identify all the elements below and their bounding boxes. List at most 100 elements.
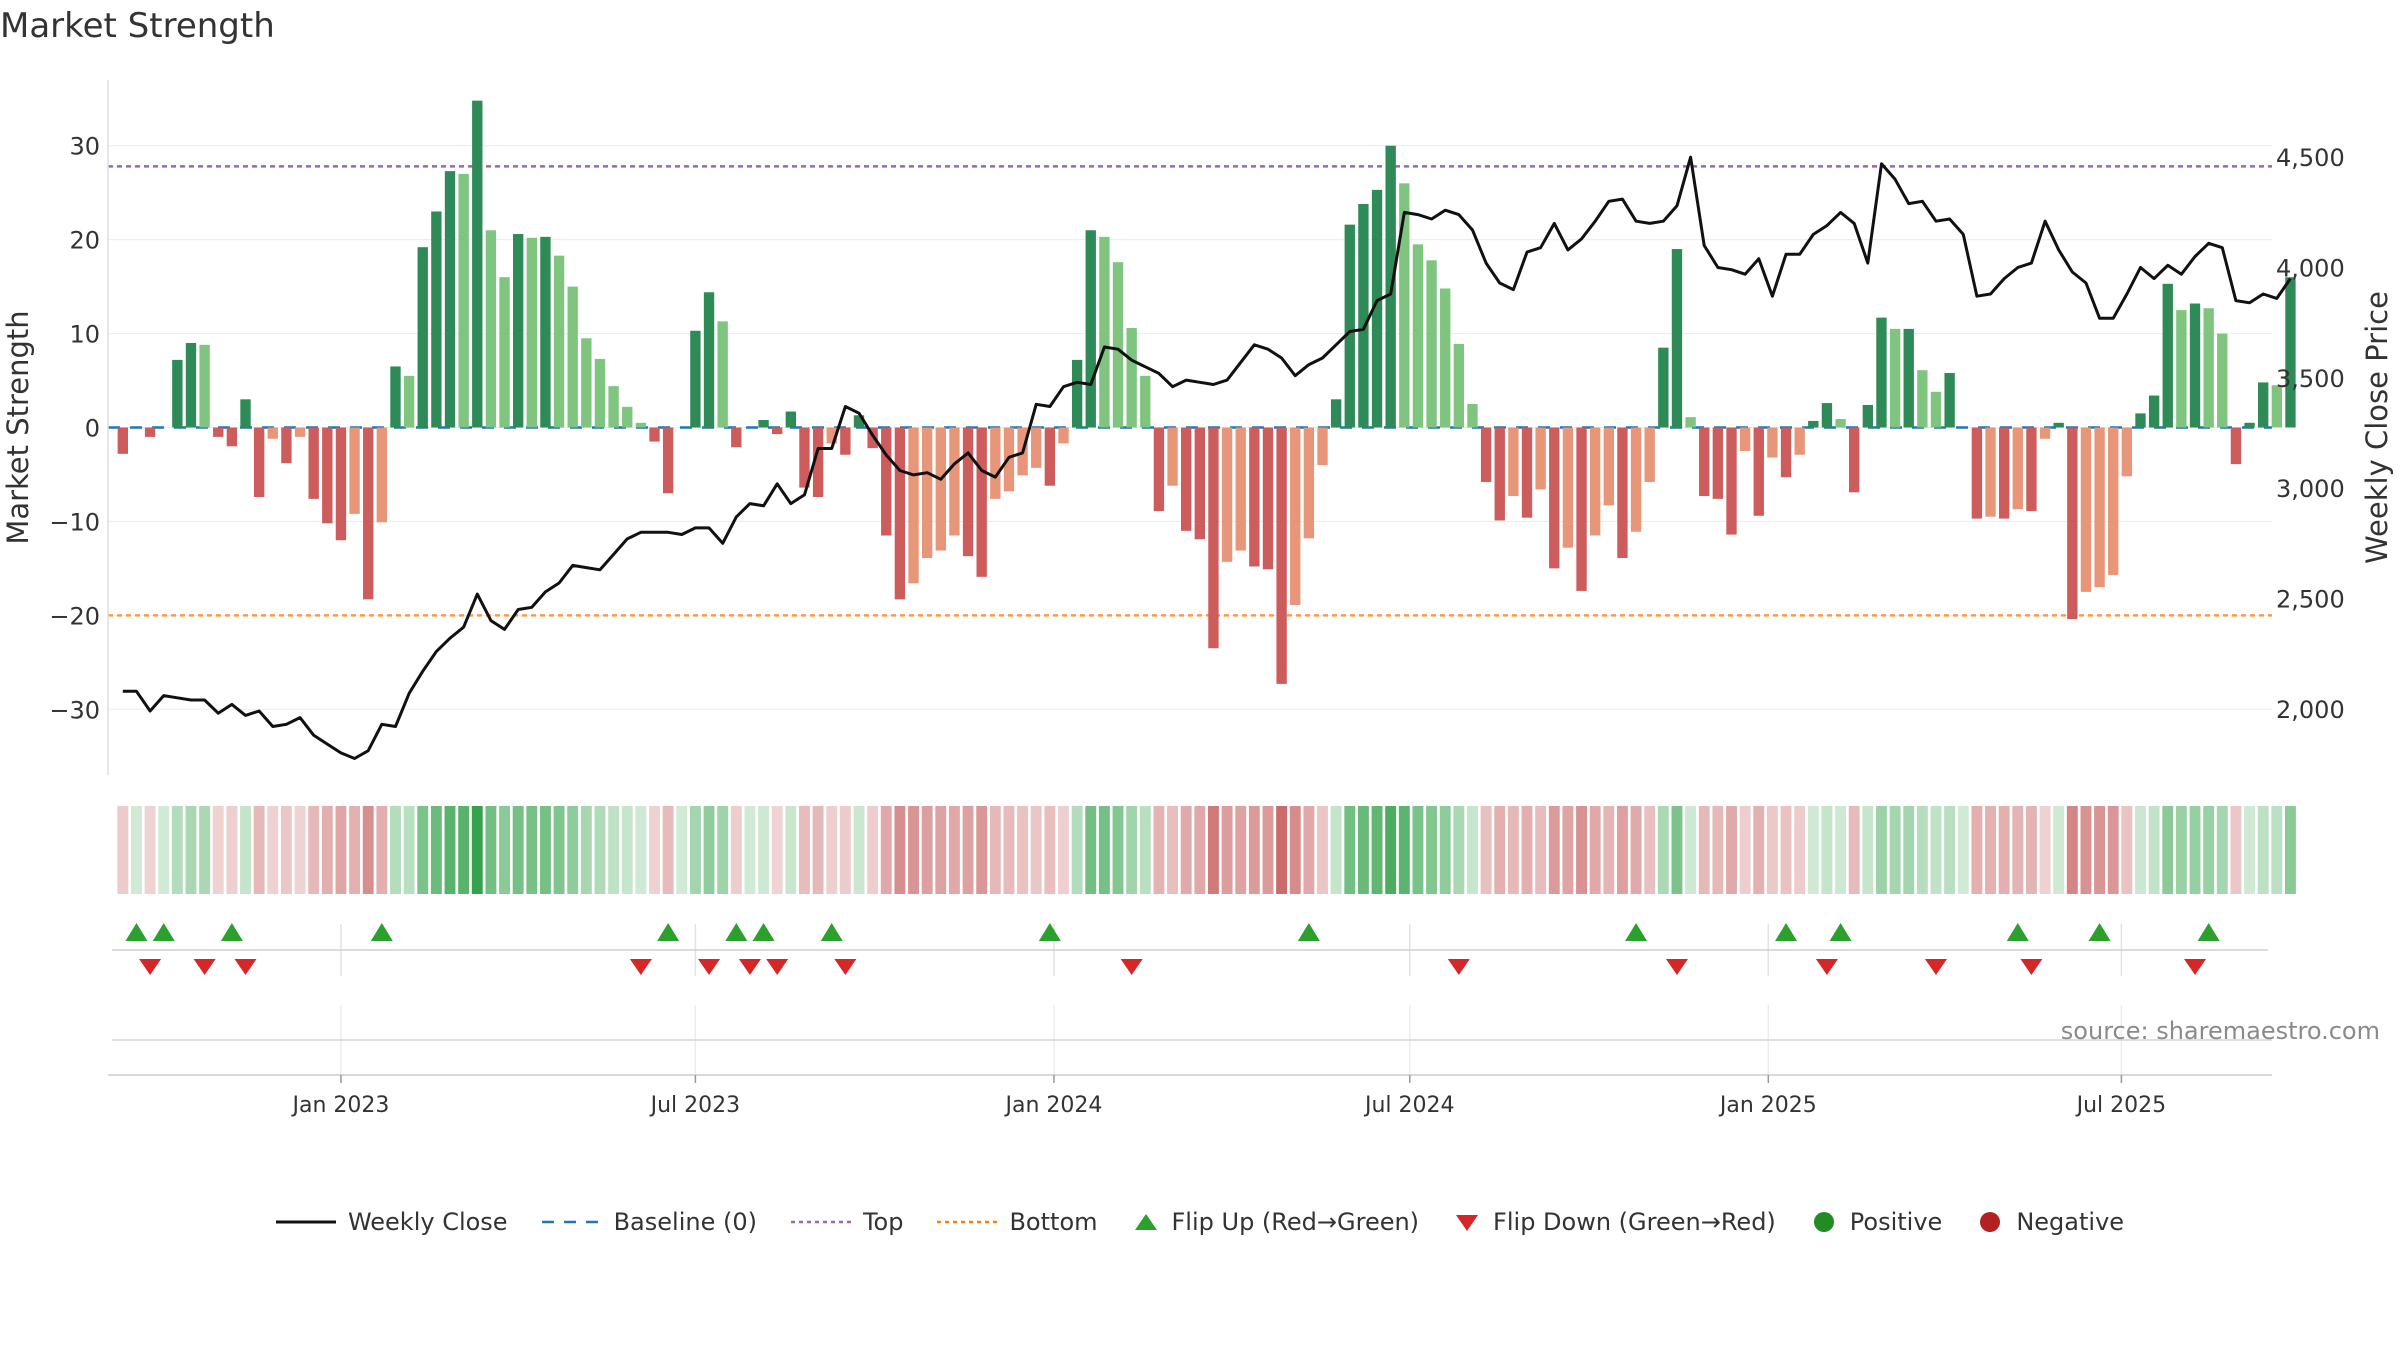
strength-bar	[144, 427, 156, 437]
flip-down-marker	[193, 959, 216, 975]
x-tick-label: Jul 2023	[649, 1093, 741, 1118]
flip-down-marker	[629, 959, 652, 975]
strength-bar	[2053, 422, 2064, 428]
legend-label: Top	[862, 1208, 904, 1236]
x-axis: Jan 2023 Jul 2023 Jan 2024 Jul 2024 Jan 2025…	[108, 1074, 2272, 1118]
heat-cell	[2066, 806, 2078, 894]
strength-bar	[417, 247, 428, 428]
strength-bar	[962, 427, 974, 557]
strength-bar	[1140, 375, 1151, 428]
heat-cell	[1385, 806, 1397, 894]
heat-cell	[839, 806, 851, 894]
heat-cell	[321, 806, 333, 894]
legend-item: Bottom	[937, 1208, 1098, 1236]
legend-item: Flip Down (Green→Red)	[1453, 1208, 1776, 1236]
strength-bar	[717, 321, 728, 428]
flip-up-marker	[657, 923, 680, 941]
strength-bar	[308, 427, 319, 499]
strength-bar	[363, 427, 374, 600]
strength-bar	[2203, 308, 2214, 428]
heat-cell	[1221, 806, 1233, 894]
heat-cell	[349, 806, 361, 894]
heat-cell	[1153, 806, 1165, 894]
strength-bar	[1808, 420, 1819, 428]
heat-cell	[2121, 806, 2133, 894]
heat-cell	[2271, 806, 2283, 894]
heat-cell	[2039, 806, 2051, 894]
strength-bar	[1521, 427, 1533, 518]
heat-cell	[1317, 806, 1328, 894]
solid-line-icon	[275, 1220, 336, 1224]
flip-up-marker	[752, 923, 775, 941]
heat-cell	[2244, 806, 2256, 894]
flip-down-marker	[234, 959, 257, 975]
heat-cell	[948, 806, 960, 894]
strength-bar	[894, 427, 906, 600]
heat-cell	[1876, 806, 1887, 894]
heat-cell	[1957, 806, 1969, 894]
strength-bar	[1699, 427, 1710, 497]
heat-cell	[539, 806, 551, 894]
heat-cell	[1916, 806, 1928, 894]
strength-bar	[1044, 427, 1056, 486]
strength-bar	[2039, 427, 2051, 439]
flip-up-marker	[370, 923, 393, 941]
strength-bar	[1426, 260, 1437, 428]
heat-cell	[1098, 806, 1110, 894]
strength-bar	[635, 422, 647, 428]
heat-cell	[1753, 806, 1765, 894]
dotted-line-icon	[937, 1220, 998, 1224]
strength-bar	[1371, 189, 1383, 428]
heat-cell	[580, 806, 592, 894]
strength-bar	[1330, 399, 1342, 428]
flip-up-marker	[1625, 923, 1648, 941]
heat-cell	[294, 806, 306, 894]
heat-cell	[1085, 806, 1097, 894]
strength-bar	[553, 255, 565, 428]
heat-cell	[212, 806, 224, 894]
strength-bar	[2012, 427, 2023, 510]
y2-tick-label: 4,500	[2276, 144, 2345, 172]
heat-cell	[1807, 806, 1819, 894]
chart-legend: Weekly Close Baseline (0) Top Bottom Flip Up…	[0, 1208, 2400, 1236]
legend-item: Flip Up (Red→Green)	[1132, 1208, 1419, 1236]
strength-bar	[1794, 427, 1805, 455]
heat-cell	[1535, 806, 1547, 894]
strength-bar	[1317, 427, 1328, 466]
y-tick-label: −30	[49, 696, 100, 724]
strength-bar	[581, 338, 592, 428]
heat-cell	[1562, 806, 1574, 894]
heat-cell	[771, 806, 783, 894]
legend-label: Bottom	[1009, 1208, 1098, 1236]
heat-cell	[1412, 806, 1424, 894]
strength-bar	[376, 427, 388, 523]
heat-cell	[2230, 806, 2242, 894]
circle-icon	[1813, 1212, 1834, 1232]
strength-bar	[1903, 328, 1914, 428]
strength-bar	[213, 427, 224, 437]
heat-cell	[144, 806, 156, 894]
circle-icon	[1980, 1212, 2001, 1232]
heat-cell	[2025, 806, 2037, 894]
strength-bar	[2026, 427, 2037, 512]
heat-cell	[676, 806, 688, 894]
heat-cell	[1235, 806, 1247, 894]
heat-cell	[1167, 806, 1179, 894]
strength-bar	[785, 411, 797, 428]
heat-cell	[976, 806, 988, 894]
strength-bar	[2230, 427, 2242, 465]
strength-bar	[2244, 422, 2255, 428]
heat-cell	[1494, 806, 1506, 894]
strength-bar	[1494, 427, 1505, 521]
heat-cell	[130, 806, 142, 894]
heat-cell	[689, 806, 701, 894]
strength-bar	[772, 427, 783, 435]
strength-bar	[1194, 427, 1205, 540]
flip-down-marker	[139, 959, 162, 975]
heat-cell	[1344, 806, 1356, 894]
flip-down-marker	[1447, 959, 1470, 975]
heat-cell	[1657, 806, 1669, 894]
heat-cell	[1480, 806, 1492, 894]
heat-cell	[567, 806, 579, 894]
